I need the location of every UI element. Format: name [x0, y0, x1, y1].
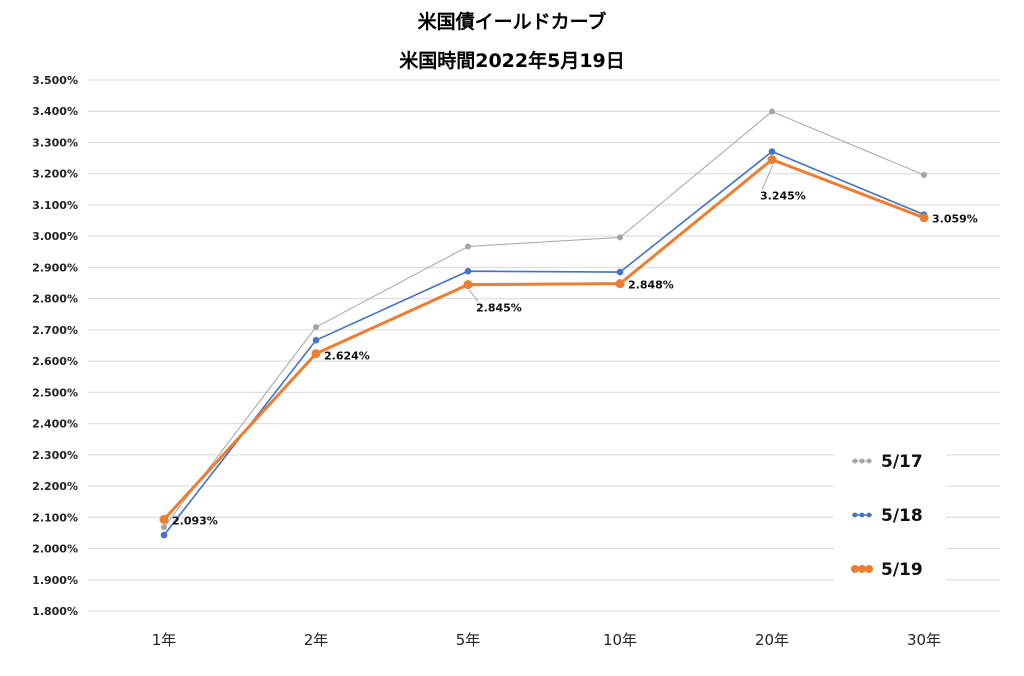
y-tick-label: 2.600% — [32, 355, 78, 368]
data-labels: 2.093% 2.624% 2.845% 2.848% 3.245% 3.059% — [172, 164, 978, 527]
data-point — [615, 279, 625, 289]
y-tick-label: 3.500% — [32, 74, 78, 87]
x-tick-label: 5年 — [456, 631, 481, 649]
series-lines — [159, 108, 929, 539]
data-label: 2.624% — [324, 350, 370, 363]
gridlines — [88, 79, 1000, 612]
legend-swatch-marker — [866, 512, 872, 518]
legend-swatch-marker — [859, 512, 865, 518]
data-point — [311, 349, 321, 359]
data-point — [312, 336, 320, 344]
data-point — [921, 171, 927, 178]
y-tick-label: 2.900% — [32, 261, 78, 274]
data-label: 2.093% — [172, 514, 218, 527]
label-leader-line — [468, 289, 479, 302]
y-tick-label: 1.900% — [32, 574, 78, 587]
legend-label: 5/18 — [881, 506, 923, 526]
x-tick-label: 30年 — [907, 631, 941, 649]
x-axis-ticks: 1年 2年 5年 10年 20年 30年 — [152, 631, 941, 649]
y-tick-label: 1.800% — [32, 605, 78, 618]
y-tick-label: 3.300% — [32, 136, 78, 149]
data-label: 2.845% — [476, 302, 522, 315]
data-point — [617, 234, 623, 241]
data-label: 3.059% — [932, 213, 978, 226]
x-tick-label: 10年 — [603, 631, 637, 649]
series-line — [162, 158, 925, 521]
data-point — [161, 524, 167, 531]
legend-swatch-marker — [852, 512, 858, 518]
data-point — [767, 155, 777, 165]
legend-swatch-marker — [859, 458, 865, 464]
legend-swatch-marker — [866, 458, 872, 464]
y-tick-label: 2.300% — [32, 449, 78, 462]
y-tick-label: 2.200% — [32, 480, 78, 493]
series-line — [163, 150, 925, 536]
data-point — [464, 267, 472, 275]
label-leader-line — [761, 164, 774, 190]
legend-label: 5/17 — [881, 452, 923, 472]
y-tick-label: 2.100% — [32, 511, 78, 524]
legend-swatch-marker — [851, 565, 859, 573]
legend-swatch-marker — [852, 458, 858, 464]
series-5-19 — [159, 155, 929, 524]
x-tick-label: 1年 — [152, 631, 177, 649]
y-tick-label: 2.800% — [32, 293, 78, 306]
data-point — [313, 324, 319, 331]
data-point — [769, 108, 775, 115]
y-tick-label: 2.700% — [32, 324, 78, 337]
series-line — [163, 111, 925, 528]
y-tick-label: 2.400% — [32, 418, 78, 431]
series-5-17 — [161, 108, 927, 531]
data-point — [463, 280, 473, 290]
y-tick-label: 2.000% — [32, 543, 78, 556]
y-tick-label: 2.500% — [32, 386, 78, 399]
legend-swatch-marker — [858, 565, 866, 573]
legend-label: 5/19 — [881, 560, 923, 580]
data-point — [616, 268, 624, 276]
chart-title: 米国債イールドカーブ — [418, 10, 607, 33]
data-point — [768, 148, 776, 155]
legend-swatch-marker — [865, 565, 873, 573]
data-point — [919, 213, 929, 223]
chart-subtitle: 米国時間2022年5月19日 — [399, 49, 625, 72]
y-tick-label: 3.400% — [32, 105, 78, 118]
series-5-18 — [160, 148, 928, 539]
x-tick-label: 2年 — [304, 631, 329, 649]
y-tick-label: 3.000% — [32, 230, 78, 243]
legend-entry: 5/18 — [852, 506, 923, 526]
y-tick-label: 3.100% — [32, 199, 78, 212]
x-tick-label: 20年 — [755, 631, 789, 649]
y-tick-label: 3.200% — [32, 168, 78, 181]
data-label: 2.848% — [628, 279, 674, 292]
data-point — [159, 514, 169, 524]
legend-entry: 5/19 — [851, 560, 923, 580]
y-axis-ticks: 1.800% 1.900% 2.000% 2.100% 2.200% 2.300% 2.40… — [32, 74, 78, 618]
legend: 5/17 5/18 5/19 — [834, 436, 946, 598]
legend-entry: 5/17 — [852, 452, 923, 472]
data-point — [160, 531, 168, 539]
data-point — [465, 243, 471, 250]
data-label: 3.245% — [760, 190, 806, 203]
